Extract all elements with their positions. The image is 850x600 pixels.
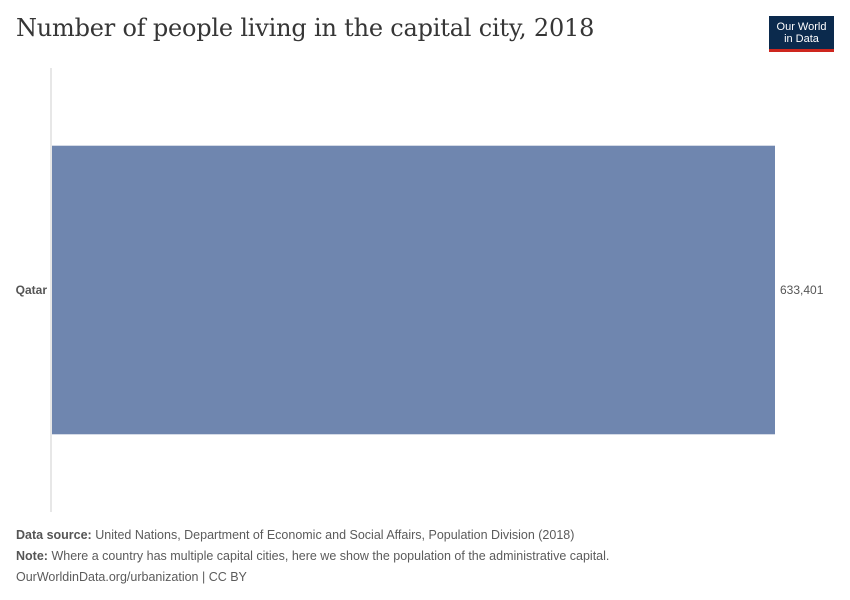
bar-qatar[interactable] bbox=[52, 145, 775, 435]
chart-title: Number of people living in the capital c… bbox=[16, 14, 595, 42]
owid-logo[interactable]: Our World in Data bbox=[769, 16, 834, 52]
note-line: Note: Where a country has multiple capit… bbox=[16, 549, 609, 563]
source-link[interactable]: OurWorldinData.org/urbanization | CC BY bbox=[16, 570, 247, 584]
source-label: Data source: bbox=[16, 528, 92, 542]
category-label: Qatar bbox=[16, 283, 48, 297]
source-text: United Nations, Department of Economic a… bbox=[95, 528, 575, 542]
value-label: 633,401 bbox=[780, 283, 824, 297]
note-text: Where a country has multiple capital cit… bbox=[51, 549, 610, 563]
source-line: Data source: United Nations, Department … bbox=[16, 528, 574, 542]
note-label: Note: bbox=[16, 549, 48, 563]
bars-group: Qatar 633,401 bbox=[16, 145, 824, 435]
logo-line-2: in Data bbox=[784, 32, 819, 45]
logo-line-1: Our World bbox=[776, 20, 827, 33]
